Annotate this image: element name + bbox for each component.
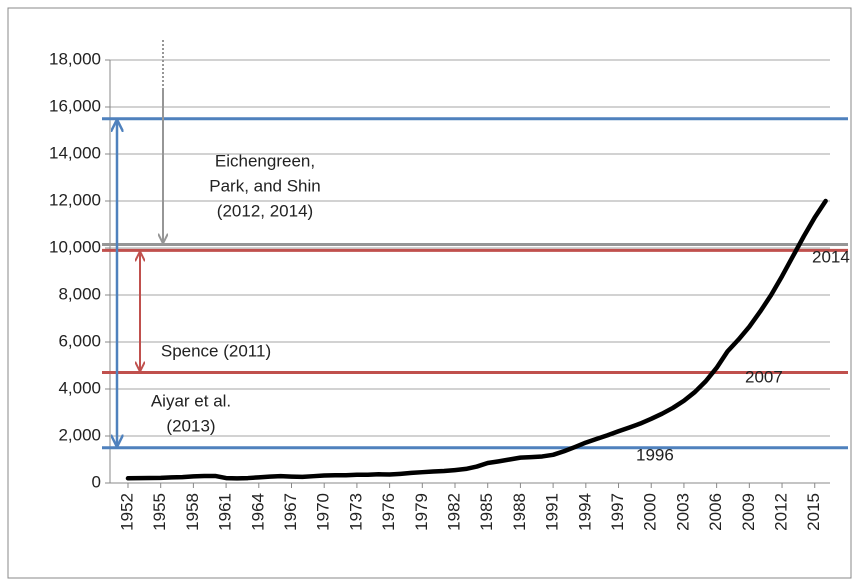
annotation: 2007	[745, 367, 783, 386]
y-tick-label: 8,000	[58, 284, 101, 303]
x-tick-label: 1979	[412, 493, 431, 531]
x-tick-label: 1967	[281, 493, 300, 531]
x-tick-label: 1988	[510, 493, 529, 531]
annotation: 2014	[812, 247, 850, 266]
x-tick-label: 2009	[739, 493, 758, 531]
y-tick-label: 0	[92, 472, 101, 491]
y-tick-label: 2,000	[58, 425, 101, 444]
x-tick-label: 1964	[248, 493, 267, 531]
x-tick-label: 1961	[216, 493, 235, 531]
x-tick-label: 2006	[706, 493, 725, 531]
y-tick-label: 10,000	[49, 237, 101, 256]
x-tick-label: 1973	[346, 493, 365, 531]
x-tick-label: 1991	[543, 493, 562, 531]
annotation: Park, and Shin	[209, 176, 321, 195]
frame	[7, 7, 852, 579]
y-tick-label: 16,000	[49, 96, 101, 115]
x-tick-label: 1997	[608, 493, 627, 531]
x-tick-label: 1985	[477, 493, 496, 531]
annotation: (2012, 2014)	[217, 201, 313, 220]
y-tick-label: 4,000	[58, 378, 101, 397]
y-tick-label: 6,000	[58, 331, 101, 350]
x-tick-label: 1958	[183, 493, 202, 531]
y-tick-label: 12,000	[49, 190, 101, 209]
annotation: Eichengreen,	[215, 151, 315, 170]
x-tick-label: 1955	[150, 493, 169, 531]
x-tick-label: 1952	[117, 493, 136, 531]
annotation: Aiyar et al.	[151, 391, 231, 410]
annotation: Spence (2011)	[161, 341, 271, 360]
x-tick-label: 1976	[379, 493, 398, 531]
y-tick-label: 14,000	[49, 143, 101, 162]
x-tick-label: 1970	[314, 493, 333, 531]
x-tick-label: 2012	[772, 493, 791, 531]
annotation: (2013)	[166, 416, 215, 435]
x-tick-label: 1994	[575, 493, 594, 531]
x-tick-label: 2003	[673, 493, 692, 531]
data-line	[125, 198, 828, 481]
x-tick-label: 2015	[804, 493, 823, 531]
y-tick-label: 18,000	[49, 49, 101, 68]
x-tick-label: 2000	[641, 493, 660, 531]
annotation: 1996	[636, 445, 674, 464]
x-tick-label: 1982	[444, 493, 463, 531]
